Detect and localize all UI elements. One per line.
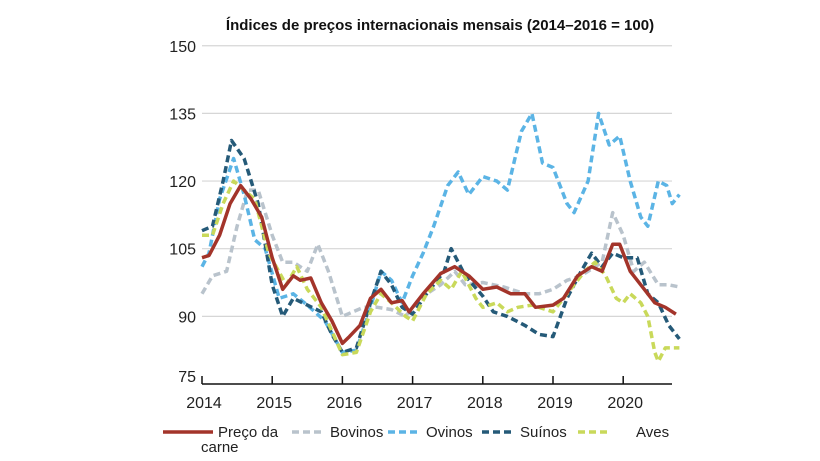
y-tick-label: 150 (169, 39, 196, 56)
x-tick-label: 2019 (537, 395, 573, 412)
x-tick-label: 2014 (186, 395, 222, 412)
legend-label: Suínos (520, 424, 567, 441)
x-tick-label: 2016 (327, 395, 363, 412)
y-tick-label: 105 (169, 242, 196, 259)
series-line-pre-o-da-carne (201, 183, 677, 346)
y-tick-label: 75 (178, 369, 196, 386)
x-tick-label: 2017 (397, 395, 433, 412)
legend-label: Preço da (218, 424, 279, 441)
legend-label: carne (201, 439, 239, 456)
y-tick-label: 135 (169, 106, 196, 123)
legend-label: Bovinos (330, 424, 383, 441)
y-tick-label: 120 (169, 174, 196, 191)
series-line-aves (202, 179, 680, 364)
series-line-ovinos (200, 111, 681, 355)
x-tick-label: 2018 (467, 395, 503, 412)
legend-label: Aves (636, 424, 669, 441)
x-tick-label: 2020 (607, 395, 643, 412)
chart-title: Índices de preços internacionais mensais… (226, 17, 654, 34)
legend-label: Ovinos (426, 424, 473, 441)
series-line-su-nos (201, 138, 681, 355)
x-tick-label: 2015 (256, 395, 292, 412)
y-tick-label: 90 (178, 309, 196, 326)
